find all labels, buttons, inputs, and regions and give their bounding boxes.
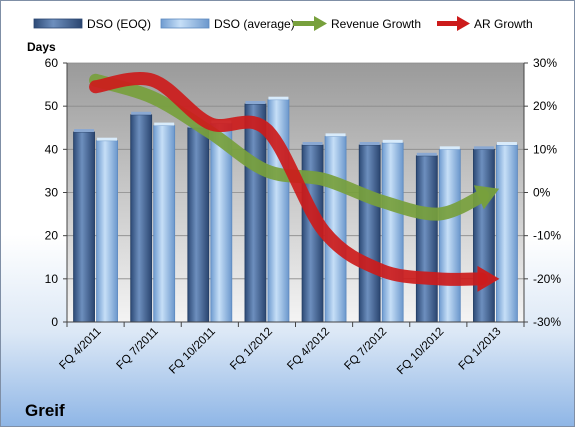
bar-dso-average-top: [154, 122, 175, 126]
x-tick-label: FQ 10/2011: [167, 326, 218, 377]
right-tick-label: -30%: [533, 315, 561, 329]
left-axis-ticks: 0 10 20 30 40 50 60: [45, 56, 67, 329]
bar-dso-average-top: [382, 139, 403, 143]
series-lines: [89, 72, 500, 292]
legend-label-ar-growth: AR Growth: [474, 17, 533, 31]
bar-dso-eoq: [473, 148, 495, 323]
left-tick-label: 60: [45, 56, 59, 70]
left-tick-label: 40: [45, 142, 59, 156]
left-tick-label: 0: [51, 315, 58, 329]
legend-label-dso-average: DSO (average): [214, 17, 295, 31]
company-label: Greif: [25, 401, 65, 420]
x-tick-label: FQ 1/2012: [228, 326, 275, 373]
bar-dso-eoq-top: [359, 142, 380, 146]
legend: DSO (EOQ) DSO (average) Revenue Growth A…: [33, 16, 533, 31]
right-tick-label: 30%: [533, 56, 557, 70]
bar-dso-eoq: [358, 144, 381, 323]
bar-dso-eoq-top: [473, 146, 494, 150]
arrowhead-ar-growth: [477, 265, 500, 292]
bar-dso-average-top: [268, 96, 289, 100]
bar-dso-average-top: [97, 137, 118, 141]
legend-label-revenue-growth: Revenue Growth: [331, 17, 421, 31]
bar-dso-average: [381, 142, 404, 323]
right-tick-label: -20%: [533, 272, 561, 286]
legend-swatch-dso-eoq: [33, 18, 83, 29]
bar-dso-eoq-top: [302, 142, 323, 146]
bar-dso-eoq: [415, 155, 438, 323]
bar-dso-average: [496, 144, 518, 323]
bar-dso-eoq-top: [245, 101, 266, 105]
legend-arrowhead-revenue-growth: [314, 16, 327, 31]
bar-dso-average-top: [325, 133, 346, 137]
left-tick-label: 10: [45, 272, 59, 286]
left-tick-label: 50: [45, 99, 59, 113]
x-tick-label: FQ 7/2011: [114, 326, 160, 372]
left-tick-label: 30: [45, 186, 59, 200]
x-tick-label: FQ 1/2013: [457, 326, 504, 373]
legend-item-revenue-growth: Revenue Growth: [293, 16, 421, 31]
x-tick-label: FQ 4/2011: [57, 326, 103, 372]
legend-label-dso-eoq: DSO (EOQ): [87, 17, 151, 31]
bar-dso-eoq-top: [131, 111, 152, 115]
left-tick-label: 20: [45, 229, 59, 243]
legend-item-ar-growth: AR Growth: [437, 16, 533, 31]
right-tick-label: 0%: [533, 186, 551, 200]
bar-dso-eoq-top: [74, 129, 95, 133]
bar-dso-average: [438, 148, 461, 323]
right-tick-label: -10%: [533, 229, 561, 243]
y-axis-title: Days: [27, 40, 56, 54]
bar-dso-average: [96, 140, 118, 323]
bar-dso-average-top: [439, 146, 460, 150]
arrowhead-revenue-growth: [473, 185, 500, 210]
x-tick-label: FQ 4/2012: [285, 326, 332, 373]
x-tick-label: FQ 10/2012: [395, 326, 446, 377]
right-tick-label: 10%: [533, 142, 557, 156]
legend-arrowhead-ar-growth: [457, 16, 470, 31]
bar-dso-eoq: [244, 103, 267, 323]
bar-dso-eoq: [130, 114, 153, 323]
bar-dso-average-top: [496, 142, 517, 146]
x-axis-ticks: FQ 4/2011 FQ 7/2011 FQ 10/2011 FQ 1/2012 FQ …: [57, 322, 525, 377]
bar-dso-eoq-top: [416, 152, 437, 156]
bar-dso-eoq: [73, 131, 95, 323]
legend-item-dso-average: DSO (average): [160, 17, 295, 31]
line-ar-growth: [89, 72, 488, 286]
x-tick-label: FQ 7/2012: [342, 326, 389, 373]
bar-dso-eoq: [187, 127, 210, 323]
legend-item-dso-eoq: DSO (EOQ): [33, 17, 151, 31]
bar-dso-average: [153, 125, 176, 323]
legend-swatch-dso-average: [160, 18, 210, 29]
right-axis-ticks: -30% -20% -10% 0% 10% 20% 30%: [524, 56, 561, 329]
right-tick-label: 20%: [533, 99, 557, 113]
